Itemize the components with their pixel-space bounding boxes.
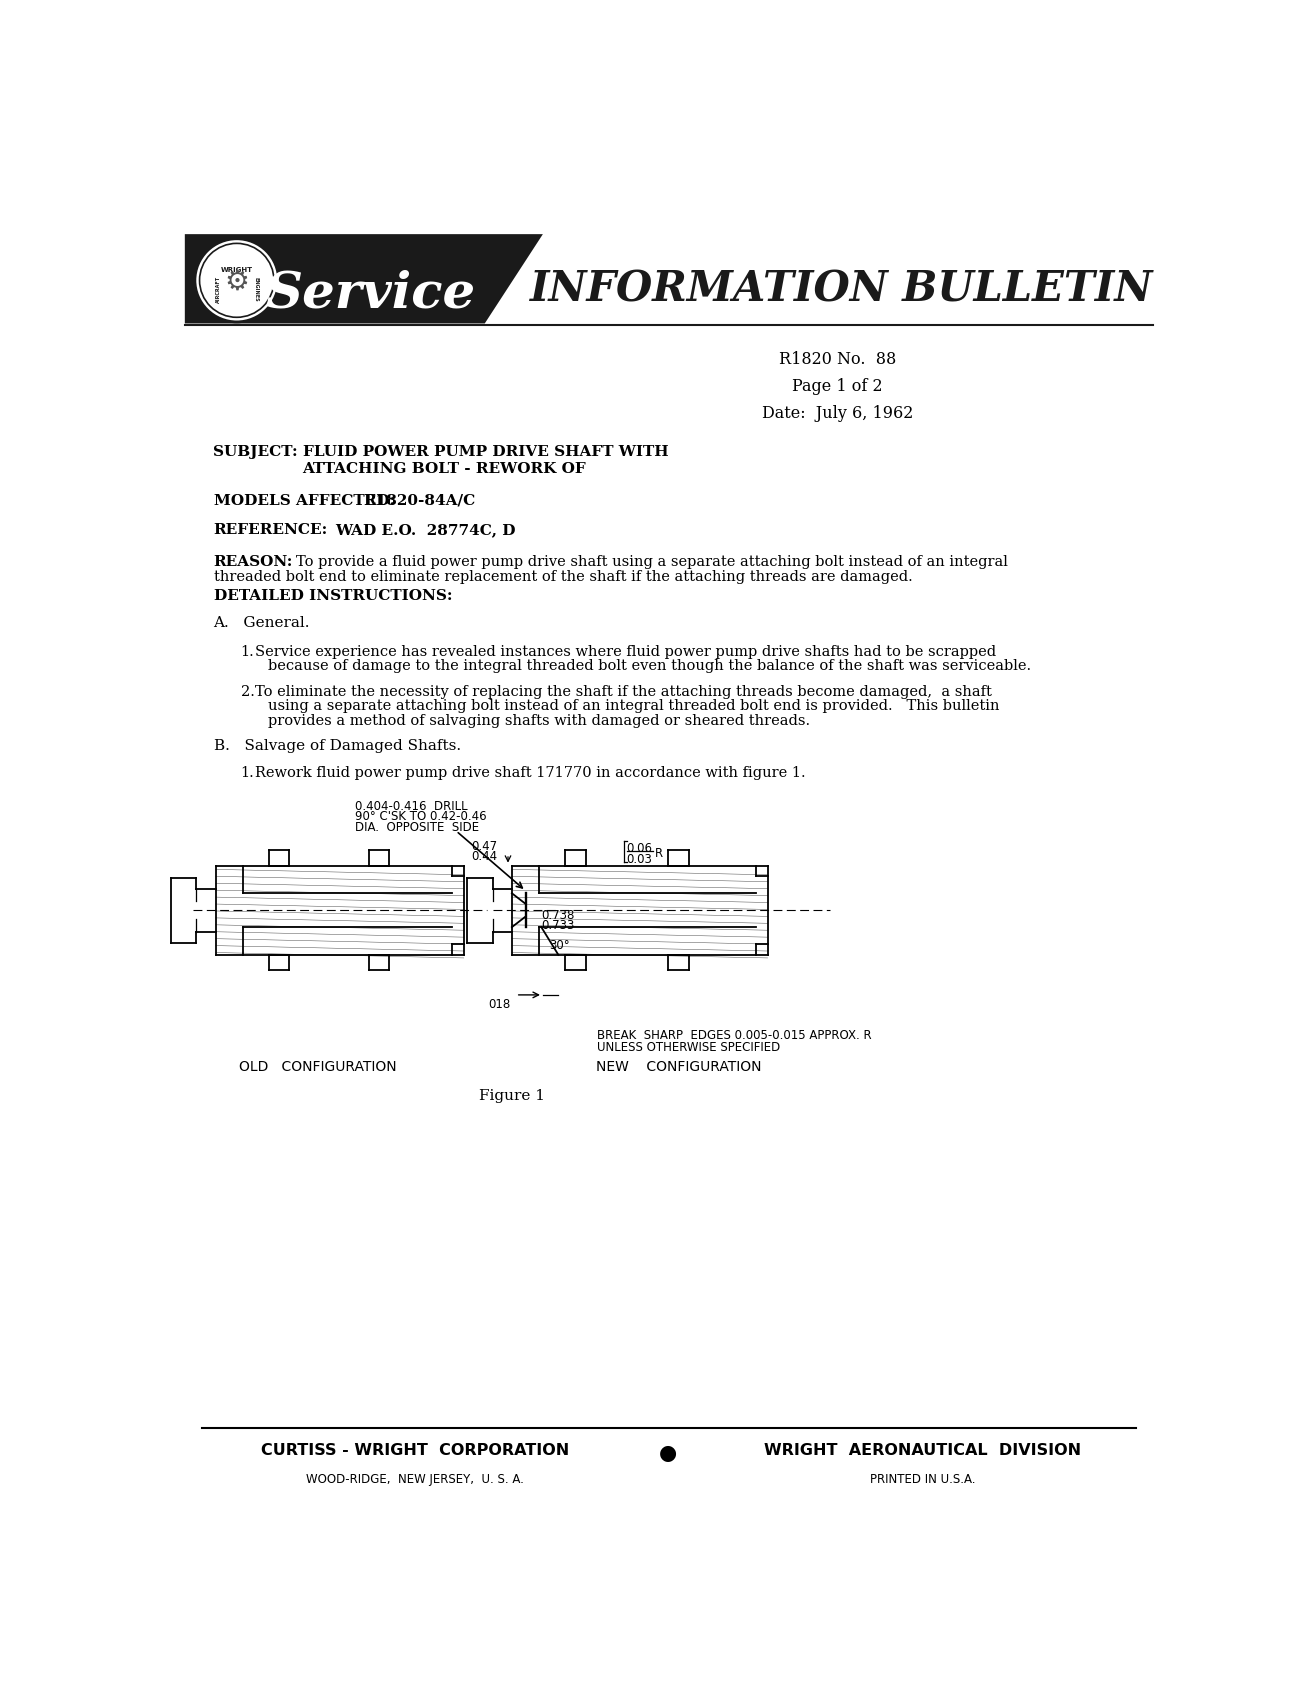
- Text: 018: 018: [488, 998, 510, 1010]
- Polygon shape: [185, 235, 543, 324]
- Text: Service: Service: [266, 269, 476, 318]
- Text: FLUID POWER PUMP DRIVE SHAFT WITH: FLUID POWER PUMP DRIVE SHAFT WITH: [303, 446, 668, 459]
- Text: Figure 1: Figure 1: [479, 1088, 545, 1103]
- Text: A.   General.: A. General.: [214, 616, 311, 630]
- Text: CURTISS - WRIGHT  CORPORATION: CURTISS - WRIGHT CORPORATION: [261, 1442, 569, 1458]
- Text: Date:  July 6, 1962: Date: July 6, 1962: [762, 405, 914, 422]
- Text: DIA.  OPPOSITE  SIDE: DIA. OPPOSITE SIDE: [355, 821, 479, 834]
- Text: R1820-84A/C: R1820-84A/C: [363, 493, 475, 508]
- Circle shape: [194, 240, 278, 323]
- Text: 2.: 2.: [240, 684, 254, 699]
- Text: R1820 No.  88: R1820 No. 88: [779, 351, 897, 368]
- Text: ⚙: ⚙: [224, 267, 249, 296]
- Text: OLD   CONFIGURATION: OLD CONFIGURATION: [239, 1059, 397, 1073]
- Text: DETAILED INSTRUCTIONS:: DETAILED INSTRUCTIONS:: [214, 589, 452, 603]
- Text: PRINTED IN U.S.A.: PRINTED IN U.S.A.: [870, 1473, 975, 1485]
- Text: MODELS AFFECTED:: MODELS AFFECTED:: [214, 493, 394, 508]
- Text: 0.47: 0.47: [471, 839, 497, 851]
- Text: ●: ●: [659, 1442, 677, 1463]
- Text: UNLESS OTHERWISE SPECIFIED: UNLESS OTHERWISE SPECIFIED: [598, 1040, 780, 1054]
- Text: INFORMATION BULLETIN: INFORMATION BULLETIN: [530, 269, 1152, 309]
- Text: 0.06: 0.06: [626, 841, 652, 855]
- Text: BREAK  SHARP  EDGES 0.005-0.015 APPROX. R: BREAK SHARP EDGES 0.005-0.015 APPROX. R: [598, 1029, 872, 1042]
- Text: REFERENCE:: REFERENCE:: [214, 524, 328, 537]
- Text: 1.: 1.: [240, 645, 254, 659]
- Text: Service experience has revealed instances where fluid power pump drive shafts ha: Service experience has revealed instance…: [254, 645, 996, 659]
- Text: ATTACHING BOLT - REWORK OF: ATTACHING BOLT - REWORK OF: [303, 461, 586, 475]
- Text: 0.44: 0.44: [471, 850, 497, 861]
- Text: AIRCRAFT: AIRCRAFT: [215, 275, 221, 302]
- Text: 0.733: 0.733: [542, 919, 574, 931]
- Text: 0.03: 0.03: [626, 853, 652, 865]
- Text: provides a method of salvaging shafts with damaged or sheared threads.: provides a method of salvaging shafts wi…: [268, 714, 810, 728]
- Text: WRIGHT  AERONAUTICAL  DIVISION: WRIGHT AERONAUTICAL DIVISION: [763, 1442, 1081, 1458]
- Text: Page 1 of 2: Page 1 of 2: [792, 378, 882, 395]
- Text: R: R: [655, 846, 663, 860]
- Text: WAD E.O.  28774C, D: WAD E.O. 28774C, D: [335, 524, 515, 537]
- Text: 90° C'SK TO 0.42-0.46: 90° C'SK TO 0.42-0.46: [355, 809, 487, 823]
- Text: B.   Salvage of Damaged Shafts.: B. Salvage of Damaged Shafts.: [214, 738, 461, 752]
- Text: 0.404-0.416  DRILL: 0.404-0.416 DRILL: [355, 799, 468, 812]
- Text: WOOD-RIDGE,  NEW JERSEY,  U. S. A.: WOOD-RIDGE, NEW JERSEY, U. S. A.: [307, 1473, 523, 1485]
- Text: ENGINES: ENGINES: [253, 277, 258, 301]
- Text: To provide a fluid power pump drive shaft using a separate attaching bolt instea: To provide a fluid power pump drive shaf…: [296, 556, 1009, 569]
- Text: threaded bolt end to eliminate replacement of the shaft if the attaching threads: threaded bolt end to eliminate replaceme…: [214, 569, 912, 584]
- Text: 30°: 30°: [549, 939, 570, 951]
- Text: because of damage to the integral threaded bolt even though the balance of the s: because of damage to the integral thread…: [268, 659, 1031, 672]
- Text: NEW    CONFIGURATION: NEW CONFIGURATION: [596, 1059, 761, 1073]
- Text: Rework fluid power pump drive shaft 171770 in accordance with figure 1.: Rework fluid power pump drive shaft 1717…: [254, 765, 805, 779]
- Text: 0.738: 0.738: [542, 909, 574, 921]
- Text: using a separate attaching bolt instead of an integral threaded bolt end is prov: using a separate attaching bolt instead …: [268, 699, 1000, 713]
- Text: REASON:: REASON:: [214, 556, 292, 569]
- Text: SUBJECT:: SUBJECT:: [214, 446, 298, 459]
- Text: To eliminate the necessity of replacing the shaft if the attaching threads becom: To eliminate the necessity of replacing …: [254, 684, 992, 699]
- Text: 1.: 1.: [240, 765, 254, 779]
- Text: WRIGHT: WRIGHT: [221, 267, 253, 272]
